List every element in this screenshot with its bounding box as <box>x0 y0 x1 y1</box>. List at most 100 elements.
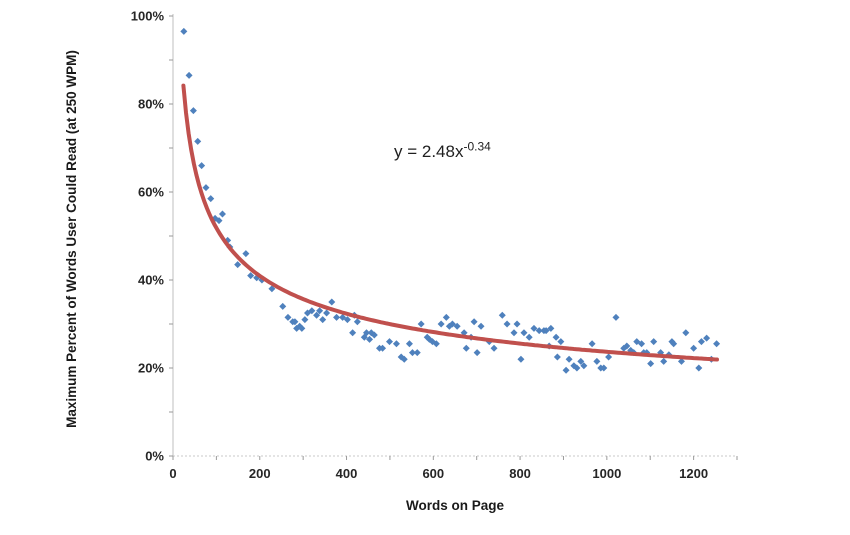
data-point <box>695 364 703 372</box>
data-point <box>185 71 193 79</box>
data-point <box>298 324 306 332</box>
data-point <box>670 340 678 348</box>
data-point <box>552 333 560 341</box>
data-point <box>573 364 581 372</box>
data-point <box>202 184 210 192</box>
data-point <box>362 329 370 337</box>
data-point <box>417 320 425 328</box>
equation-base: y = 2.48x <box>394 142 464 161</box>
data-point <box>247 272 255 280</box>
data-point <box>553 353 561 361</box>
data-point <box>268 285 276 293</box>
data-point <box>510 329 518 337</box>
data-point <box>353 318 361 326</box>
data-point <box>503 320 511 328</box>
data-point <box>605 353 613 361</box>
data-point <box>453 322 461 330</box>
data-point <box>557 338 565 346</box>
data-point <box>562 366 570 374</box>
data-point <box>520 329 528 337</box>
data-point <box>408 349 416 357</box>
data-point <box>189 107 197 115</box>
y-tick-label: 40% <box>138 273 164 288</box>
data-point <box>565 355 573 363</box>
data-point <box>333 313 341 321</box>
data-point <box>525 333 533 341</box>
x-tick-label: 1000 <box>592 466 621 481</box>
data-point <box>547 324 555 332</box>
data-point <box>392 340 400 348</box>
y-tick-label: 20% <box>138 361 164 376</box>
y-tick-label: 80% <box>138 97 164 112</box>
data-point <box>234 261 242 269</box>
y-tick-label: 0% <box>145 449 164 464</box>
data-point <box>291 318 299 326</box>
x-axis-title: Words on Page <box>405 498 504 513</box>
trendline-equation: y = 2.48x-0.34 <box>394 140 491 162</box>
data-point <box>207 195 215 203</box>
data-point <box>703 334 711 342</box>
data-point <box>513 320 521 328</box>
data-point <box>677 357 685 365</box>
data-point <box>593 357 601 365</box>
data-point <box>490 344 498 352</box>
data-point <box>432 340 440 348</box>
data-point <box>442 313 450 321</box>
data-point <box>284 313 292 321</box>
x-tick-label: 600 <box>422 466 444 481</box>
data-point <box>498 311 506 319</box>
x-tick-label: 0 <box>169 466 176 481</box>
data-point <box>370 331 378 339</box>
data-point <box>316 307 324 315</box>
data-point <box>313 311 321 319</box>
data-point <box>690 344 698 352</box>
data-point <box>612 313 620 321</box>
data-point <box>473 349 481 357</box>
data-point <box>535 327 543 335</box>
data-point <box>180 27 188 35</box>
data-point <box>301 316 309 324</box>
y-tick-label: 60% <box>138 185 164 200</box>
y-axis-title: Maximum Percent of Words User Could Read… <box>64 50 79 428</box>
data-point <box>530 324 538 332</box>
data-point <box>215 217 223 225</box>
data-point <box>194 137 202 145</box>
data-point <box>660 357 668 365</box>
x-tick-label: 400 <box>336 466 358 481</box>
data-point <box>405 340 413 348</box>
data-point <box>650 338 658 346</box>
data-point <box>323 309 331 317</box>
data-point <box>588 340 596 348</box>
x-tick-label: 200 <box>249 466 271 481</box>
data-point <box>682 329 690 337</box>
data-point <box>328 298 336 306</box>
x-tick-label: 1200 <box>679 466 708 481</box>
data-point <box>242 250 250 258</box>
data-point <box>385 338 393 346</box>
data-point <box>343 316 351 324</box>
data-point <box>349 329 357 337</box>
data-point <box>218 210 226 218</box>
data-point <box>517 355 525 363</box>
data-point <box>713 340 721 348</box>
data-point <box>638 340 646 348</box>
data-point <box>413 349 421 357</box>
x-tick-label: 800 <box>509 466 531 481</box>
data-point <box>379 344 387 352</box>
data-point <box>623 342 631 350</box>
data-point <box>470 318 478 326</box>
data-point <box>462 344 470 352</box>
data-point <box>437 320 445 328</box>
data-point <box>308 307 316 315</box>
data-point <box>580 362 588 370</box>
data-point <box>319 316 327 324</box>
data-point <box>279 302 287 310</box>
trendline <box>181 83 719 362</box>
data-point <box>366 335 374 343</box>
data-point <box>697 338 705 346</box>
data-point <box>198 162 206 170</box>
data-point <box>577 357 585 365</box>
data-point <box>647 360 655 368</box>
